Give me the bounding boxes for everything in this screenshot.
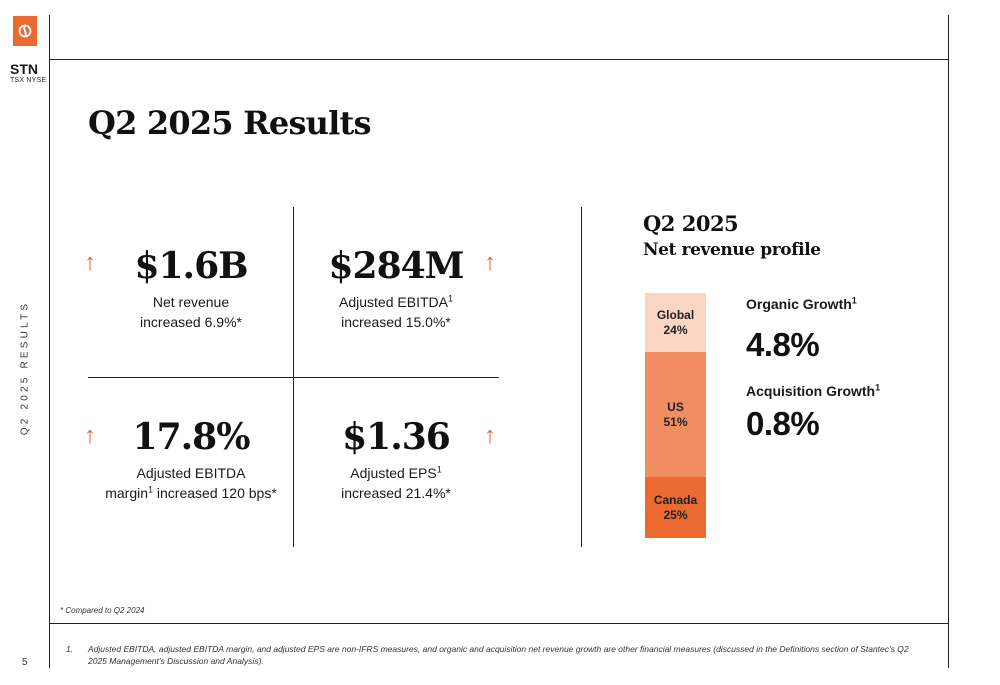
- footnote-marker: 1: [148, 484, 154, 495]
- metric-adjusted-eps: $1.36 Adjusted EPS1 increased 21.4%*: [296, 419, 496, 503]
- exchange-label: TSX NYSE: [10, 77, 47, 84]
- footnote-text: Adjusted EBITDA, adjusted EBITDA margin,…: [88, 644, 909, 666]
- frame-right-line: [948, 15, 949, 668]
- metrics-horizontal-divider: [88, 377, 499, 378]
- arrow-up-icon: ↑: [484, 249, 496, 276]
- arrow-up-icon: ↑: [84, 422, 96, 449]
- metric-value: $284M: [328, 245, 464, 287]
- comparison-note: * Compared to Q2 2024: [60, 606, 145, 615]
- footnote-marker: 1: [875, 382, 881, 393]
- section-label: Q2 2025 RESULTS: [19, 300, 31, 436]
- segment-global: Global 24%: [645, 293, 706, 352]
- metric-value: $1.36: [342, 416, 451, 458]
- footnote-number: 1.: [66, 644, 74, 654]
- footnote-marker: 1: [851, 295, 857, 306]
- metric-label: Net revenue increased 6.9%*: [140, 294, 242, 330]
- metric-label: Adjusted EBITDA margin1 increased 120 bp…: [105, 465, 277, 501]
- header-divider: [49, 59, 949, 60]
- section-divider: [581, 207, 582, 547]
- footnote-marker: 1: [447, 293, 453, 304]
- footnote: 1. Adjusted EBITDA, adjusted EBITDA marg…: [66, 643, 926, 667]
- acquisition-growth-value: 0.8%: [746, 405, 820, 442]
- organic-growth-label: Organic Growth1: [746, 295, 857, 312]
- organic-growth-value: 4.8%: [746, 326, 820, 363]
- segment-canada: Canada 25%: [645, 477, 706, 538]
- profile-year: Q2 2025: [643, 211, 739, 236]
- footer-divider: [49, 623, 949, 624]
- page-number: 5: [22, 657, 28, 668]
- revenue-stack-bar: Global 24% US 51% Canada 25%: [645, 293, 706, 538]
- stantec-logo-icon: [13, 16, 37, 46]
- metric-label: Adjusted EBITDA1 increased 15.0%*: [339, 293, 453, 330]
- arrow-up-icon: ↑: [484, 422, 496, 449]
- page-title: Q2 2025 Results: [88, 104, 371, 142]
- acquisition-growth-label: Acquisition Growth1: [746, 382, 881, 399]
- metric-adjusted-ebitda: $284M Adjusted EBITDA1 increased 15.0%*: [296, 248, 496, 332]
- metric-label: Adjusted EPS1 increased 21.4%*: [341, 464, 451, 501]
- metric-net-revenue: $1.6B Net revenue increased 6.9%*: [91, 248, 291, 332]
- ticker-symbol: STN: [10, 61, 38, 77]
- arrow-up-icon: ↑: [84, 249, 96, 276]
- metric-value: 17.8%: [132, 416, 251, 458]
- metric-ebitda-margin: 17.8% Adjusted EBITDA margin1 increased …: [91, 419, 291, 503]
- footnote-marker: 1: [436, 464, 442, 475]
- profile-title: Net revenue profile: [643, 240, 821, 260]
- metric-value: $1.6B: [134, 245, 248, 287]
- frame-left-line: [49, 15, 50, 668]
- segment-us: US 51%: [645, 352, 706, 477]
